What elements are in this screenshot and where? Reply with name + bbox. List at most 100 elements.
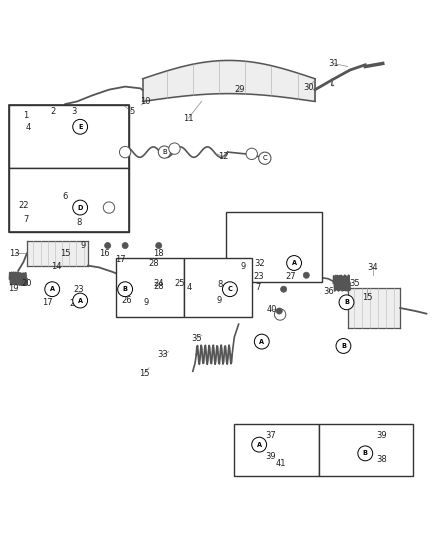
Text: 38: 38 xyxy=(376,455,387,464)
FancyBboxPatch shape xyxy=(226,212,321,282)
Text: D: D xyxy=(78,205,83,211)
FancyBboxPatch shape xyxy=(117,258,184,317)
Text: 10: 10 xyxy=(141,97,151,106)
Text: 29: 29 xyxy=(235,85,245,94)
Circle shape xyxy=(158,146,170,158)
Text: 21: 21 xyxy=(70,299,80,308)
Text: B: B xyxy=(123,286,127,292)
Text: 18: 18 xyxy=(153,249,164,258)
Text: B: B xyxy=(344,300,349,305)
Text: 4: 4 xyxy=(25,123,30,132)
Text: A: A xyxy=(257,442,261,448)
Circle shape xyxy=(45,282,60,297)
Text: 9: 9 xyxy=(143,298,148,307)
Text: B: B xyxy=(341,343,346,349)
Circle shape xyxy=(281,286,287,292)
Text: 40: 40 xyxy=(267,305,278,314)
Text: A: A xyxy=(78,297,83,304)
FancyBboxPatch shape xyxy=(10,168,130,231)
Text: A: A xyxy=(50,286,55,292)
Circle shape xyxy=(73,119,88,134)
Text: 12: 12 xyxy=(218,152,229,161)
Text: 39: 39 xyxy=(265,452,276,461)
Text: 19: 19 xyxy=(8,284,18,293)
Text: 15: 15 xyxy=(362,293,373,302)
Circle shape xyxy=(246,148,258,159)
Text: 17: 17 xyxy=(116,255,126,264)
Circle shape xyxy=(120,147,131,158)
Text: 4: 4 xyxy=(187,283,192,292)
Text: B: B xyxy=(363,450,368,456)
Text: A: A xyxy=(50,286,55,292)
Circle shape xyxy=(340,296,353,309)
Text: 6: 6 xyxy=(63,192,68,201)
FancyBboxPatch shape xyxy=(234,424,319,476)
Circle shape xyxy=(105,243,111,248)
Circle shape xyxy=(276,308,283,314)
Text: 8: 8 xyxy=(77,219,82,228)
Text: 11: 11 xyxy=(183,114,194,123)
Text: 5: 5 xyxy=(129,107,134,116)
Text: 13: 13 xyxy=(9,249,20,258)
Text: A: A xyxy=(292,260,297,266)
Circle shape xyxy=(259,152,271,164)
Text: 3: 3 xyxy=(71,107,77,116)
Text: 39: 39 xyxy=(376,431,387,440)
Circle shape xyxy=(275,309,286,320)
Text: 23: 23 xyxy=(73,285,84,294)
FancyBboxPatch shape xyxy=(10,105,130,168)
Circle shape xyxy=(73,200,88,215)
Text: 9: 9 xyxy=(80,241,85,250)
Text: 7: 7 xyxy=(23,215,29,224)
Circle shape xyxy=(118,282,133,297)
Text: 32: 32 xyxy=(254,259,265,268)
Text: 25: 25 xyxy=(174,279,185,288)
Text: C: C xyxy=(227,286,232,292)
Circle shape xyxy=(336,338,351,353)
Text: 17: 17 xyxy=(42,298,53,307)
Text: 28: 28 xyxy=(153,281,164,290)
Text: 28: 28 xyxy=(148,259,159,268)
Text: 20: 20 xyxy=(21,279,32,288)
Text: 35: 35 xyxy=(349,279,360,288)
Text: 2: 2 xyxy=(50,107,56,116)
Text: A: A xyxy=(78,297,82,304)
Text: 24: 24 xyxy=(153,279,164,288)
Circle shape xyxy=(358,446,373,461)
Text: 15: 15 xyxy=(139,369,149,378)
Text: 34: 34 xyxy=(367,263,378,272)
Text: E: E xyxy=(78,124,82,130)
Circle shape xyxy=(256,335,268,348)
Text: 26: 26 xyxy=(121,296,132,305)
Text: 8: 8 xyxy=(217,280,223,289)
Circle shape xyxy=(339,295,354,310)
Text: 37: 37 xyxy=(265,431,276,440)
Text: 22: 22 xyxy=(18,201,28,210)
Text: C: C xyxy=(262,155,267,161)
Text: 31: 31 xyxy=(328,59,339,68)
Text: 36: 36 xyxy=(324,287,334,296)
Text: A: A xyxy=(259,338,264,345)
Text: 23: 23 xyxy=(254,272,265,280)
Text: 14: 14 xyxy=(51,262,62,271)
Text: 33: 33 xyxy=(158,350,169,359)
Text: 9: 9 xyxy=(240,262,246,271)
Circle shape xyxy=(223,282,237,297)
Text: 15: 15 xyxy=(60,249,71,258)
FancyBboxPatch shape xyxy=(184,258,252,317)
Text: B: B xyxy=(162,149,167,155)
Circle shape xyxy=(46,283,58,295)
Circle shape xyxy=(103,202,115,213)
Text: 1: 1 xyxy=(23,111,28,120)
Circle shape xyxy=(254,334,269,349)
Circle shape xyxy=(74,294,86,306)
Text: 30: 30 xyxy=(303,83,314,92)
Text: 9: 9 xyxy=(216,296,222,305)
Circle shape xyxy=(252,437,267,452)
Text: 27: 27 xyxy=(286,272,297,280)
Circle shape xyxy=(122,243,128,248)
Circle shape xyxy=(73,293,88,308)
Text: B: B xyxy=(344,300,349,305)
Circle shape xyxy=(303,272,309,278)
FancyBboxPatch shape xyxy=(319,424,413,476)
